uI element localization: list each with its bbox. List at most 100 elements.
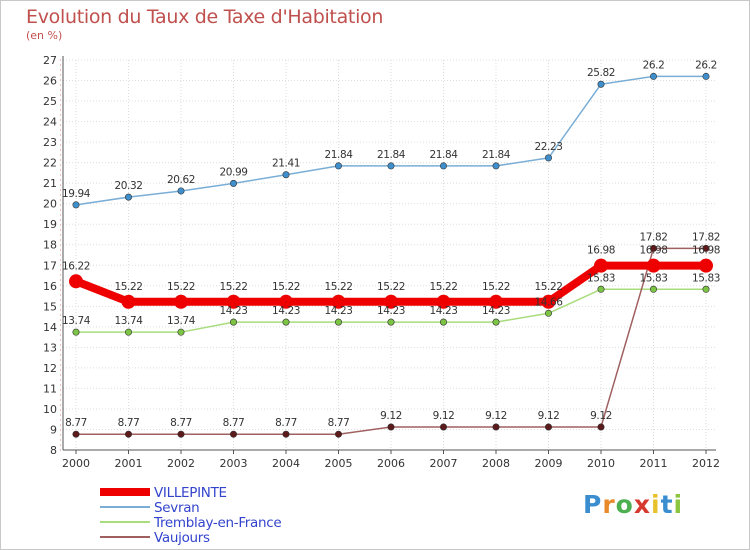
data-label: 19.94 xyxy=(62,188,91,200)
data-label: 20.62 xyxy=(167,174,195,186)
data-label: 15.83 xyxy=(639,272,667,284)
data-label: 8.77 xyxy=(223,417,245,429)
x-tick-label: 2009 xyxy=(535,457,563,470)
data-point xyxy=(649,244,657,252)
chart-title: Evolution du Taux de Taxe d'Habitation xyxy=(26,6,384,28)
data-point xyxy=(125,193,133,201)
logo-letter: P xyxy=(583,490,603,519)
data-label: 15.22 xyxy=(377,281,405,293)
data-point xyxy=(597,285,605,293)
data-label: 9.12 xyxy=(590,410,612,422)
data-point xyxy=(226,294,241,309)
data-label: 8.77 xyxy=(65,417,87,429)
data-point xyxy=(72,328,80,336)
y-tick-label: 18 xyxy=(43,239,57,252)
data-point xyxy=(699,258,713,273)
data-label: 14.23 xyxy=(272,305,300,317)
data-point xyxy=(649,72,657,80)
x-tick-label: 2011 xyxy=(640,457,668,470)
y-tick-label: 10 xyxy=(43,403,57,416)
data-label: 9.12 xyxy=(433,410,455,422)
y-tick-label: 15 xyxy=(43,300,57,313)
x-tick-label: 2008 xyxy=(482,457,510,470)
y-tick-label: 14 xyxy=(43,321,57,334)
data-point xyxy=(544,309,552,317)
data-label: 15.22 xyxy=(482,281,510,293)
data-point xyxy=(702,285,710,293)
y-tick-label: 20 xyxy=(43,198,57,211)
data-label: 15.22 xyxy=(272,281,300,293)
data-point xyxy=(177,187,185,195)
legend-label: Vaujours xyxy=(154,530,210,546)
data-label: 16.98 xyxy=(639,245,667,257)
y-tick-label: 25 xyxy=(43,95,57,108)
legend-label: Sevran xyxy=(154,500,199,516)
data-label: 25.82 xyxy=(587,67,615,79)
data-point xyxy=(492,423,500,431)
data-point xyxy=(597,80,605,88)
data-label: 14.23 xyxy=(377,305,405,317)
data-point xyxy=(230,318,238,326)
data-label: 13.74 xyxy=(167,315,196,327)
data-point xyxy=(702,72,710,80)
data-point xyxy=(387,162,395,170)
data-label: 8.77 xyxy=(170,417,192,429)
data-label: 15.22 xyxy=(219,281,247,293)
series-layer xyxy=(69,72,713,438)
data-label: 16.98 xyxy=(587,245,615,257)
logo-letter: x xyxy=(633,490,651,519)
data-point xyxy=(436,294,451,309)
data-point xyxy=(331,294,346,309)
data-point xyxy=(282,171,290,179)
x-tick-label: 2003 xyxy=(220,457,248,470)
legend-label: VILLEPINTE xyxy=(154,485,227,501)
data-point xyxy=(387,423,395,431)
data-point xyxy=(702,244,710,252)
data-label: 15.22 xyxy=(429,281,457,293)
y-tick-label: 12 xyxy=(43,362,57,375)
data-label: 22.23 xyxy=(534,141,562,153)
data-point xyxy=(541,294,556,309)
x-tick-label: 2001 xyxy=(115,457,143,470)
data-labels: 19.94 20.32 20.62 20.99 21.41 21.84 21.84 21.84… xyxy=(62,59,720,429)
data-label: 8.77 xyxy=(275,417,297,429)
grid xyxy=(63,59,716,451)
data-point xyxy=(492,162,500,170)
data-label: 15.83 xyxy=(692,272,720,284)
data-label: 16.22 xyxy=(62,260,90,272)
data-label: 21.84 xyxy=(429,149,458,161)
data-point xyxy=(594,258,608,273)
data-point xyxy=(177,430,185,438)
logo-letter: o xyxy=(615,490,634,519)
data-label: 13.74 xyxy=(114,315,143,327)
x-tick-label: 2007 xyxy=(430,457,458,470)
data-point xyxy=(597,423,605,431)
y-tick-label: 11 xyxy=(43,382,57,395)
data-label: 8.77 xyxy=(328,417,350,429)
y-tick-label: 13 xyxy=(43,341,57,354)
y-tick-label: 26 xyxy=(43,75,57,88)
data-label: 9.12 xyxy=(380,410,402,422)
data-label: 9.12 xyxy=(485,410,507,422)
data-label: 14.23 xyxy=(219,305,247,317)
data-label: 17.82 xyxy=(692,231,720,243)
legend-label: Tremblay-en-France xyxy=(153,515,281,531)
y-tick-label: 9 xyxy=(50,423,57,436)
data-point xyxy=(230,179,238,187)
data-point xyxy=(72,430,80,438)
data-point xyxy=(174,294,188,309)
y-tick-label: 17 xyxy=(43,259,57,272)
data-point xyxy=(282,318,290,326)
data-label: 13.74 xyxy=(62,315,91,327)
y-tick-label: 21 xyxy=(43,177,57,190)
data-label: 15.22 xyxy=(167,281,195,293)
data-label: 20.99 xyxy=(219,166,247,178)
data-label: 20.32 xyxy=(114,180,142,192)
y-tick-label: 27 xyxy=(43,54,57,67)
data-point xyxy=(439,162,447,170)
y-tick-label: 16 xyxy=(43,280,57,293)
data-point xyxy=(334,318,342,326)
data-point xyxy=(177,328,185,336)
data-point xyxy=(125,328,133,336)
